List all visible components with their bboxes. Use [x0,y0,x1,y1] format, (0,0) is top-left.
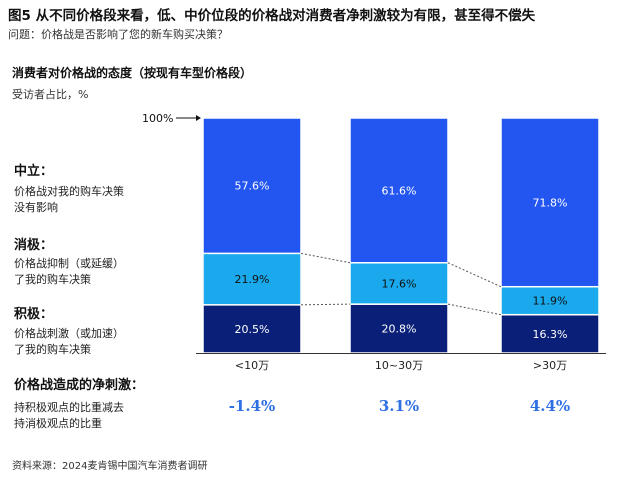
bar-2-positive-segment [500,313,600,354]
bar-0-positive-segment [202,304,302,354]
bar-1-negative-value-label: 17.6% [382,277,417,290]
category-label-1: 10~30万 [375,359,423,372]
chart-subtitle: 消费者对价格战的态度（按现有车型价格段） [12,66,253,80]
bar-1-neutral-segment [349,117,449,264]
bar-0-negative-value-label: 21.9% [235,273,270,286]
negative-description: 价格战抑制（或延缓） 了我的购车决策 [14,256,124,288]
bar-0-positive-value-label: 20.5% [235,323,270,336]
neutral-desc-line2: 没有影响 [14,201,58,214]
connector-1-negative [447,262,502,288]
connector-1-positive [447,303,502,316]
positive-heading: 积极： [14,307,54,322]
survey-question: 问题：价格战是否影响了您的新车购买决策？ [8,28,228,41]
neutral-heading: 中立： [14,164,54,179]
connector-0-positive [300,303,351,306]
bar-0-neutral-value-label: 57.6% [235,180,270,193]
negative-heading: 消极： [14,238,54,253]
net-stimulus-value-1: 3.1% [379,397,419,415]
bar-1-positive-value-label: 20.8% [382,323,417,336]
unit-label: 受访者占比，% [12,88,89,101]
bar-2-neutral-value-label: 71.8% [533,196,568,209]
negative-desc-line1: 价格战抑制（或延缓） [14,257,124,270]
positive-desc-line2: 了我的购车决策 [14,343,91,356]
net-stimulus-value-2: 4.4% [530,397,570,415]
net-stimulus-value-0: -1.4% [229,397,276,415]
bar-2-negative-value-label: 11.9% [533,295,568,308]
bar-2-positive-value-label: 16.3% [533,328,568,341]
neutral-description: 价格战对我的购车决策 没有影响 [14,184,124,216]
positive-description: 价格战刺激（或加速） 了我的购车决策 [14,326,124,358]
bar-1-neutral-value-label: 61.6% [382,184,417,197]
negative-desc-line2: 了我的购车决策 [14,273,91,286]
net-stimulus-heading: 价格战造成的净刺激： [14,378,145,393]
bar-2-neutral-segment [500,117,600,288]
bar-2-negative-segment [500,285,600,316]
top-100-arrow-head [196,115,201,121]
net-stimulus-description: 持积极观点的比重减去 持消极观点的比重 [14,400,124,432]
page-title: 图5 从不同价格段来看，低、中价位段的价格战对消费者净刺激较为有限，甚至得不偿失 [8,8,536,24]
bar-0-negative-segment [202,252,302,306]
connector-0-negative [300,252,351,264]
category-label-2: >30万 [533,359,567,372]
net-desc-line1: 持积极观点的比重减去 [14,401,124,414]
bar-0-neutral-segment [202,117,302,255]
net-desc-line2: 持消极观点的比重 [14,417,102,430]
neutral-desc-line1: 价格战对我的购车决策 [14,185,124,198]
top-100-label: 100% [142,112,173,125]
source-note: 资料来源：2024麦肯锡中国汽车消费者调研 [12,461,208,472]
category-label-0: <10万 [235,359,269,372]
bar-1-negative-segment [349,262,449,305]
positive-desc-line1: 价格战刺激（或加速） [14,327,124,340]
